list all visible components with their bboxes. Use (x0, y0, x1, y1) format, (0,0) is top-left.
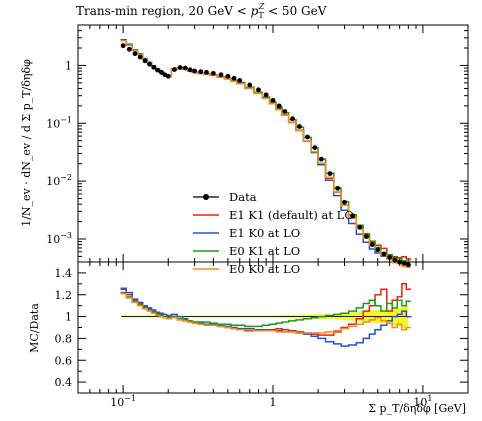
ratio-y-axis-label-group: MC/Data (28, 303, 41, 353)
data-point (401, 260, 407, 266)
legend: Data E1 K1 (default) at LO E1 K0 at LO E0 K… (193, 190, 354, 276)
data-point (392, 257, 398, 263)
data-point (126, 46, 132, 52)
legend-label: E1 K0 at LO (229, 226, 300, 240)
data-point (247, 82, 253, 88)
legend-label: Data (229, 190, 257, 204)
legend-label: E0 K0 at LO (229, 262, 300, 276)
data-point (256, 87, 261, 93)
data-point (204, 69, 209, 75)
data-point (137, 54, 143, 60)
data-point (290, 116, 295, 122)
data-point (225, 73, 231, 79)
ratio-line-e0-k0-at-lo (120, 292, 411, 334)
data-point (305, 134, 310, 140)
x-tick-label: 10−1 (110, 394, 136, 409)
legend-marker (203, 194, 209, 200)
data-point (312, 145, 318, 150)
data-point (270, 97, 276, 103)
data-point (342, 199, 347, 205)
data-point (210, 70, 216, 76)
data-point (357, 224, 363, 230)
data-point (397, 259, 403, 265)
data-point (192, 68, 198, 74)
data-point (165, 73, 171, 79)
data-point (172, 67, 177, 72)
legend-label: E1 K1 (default) at LO (229, 208, 354, 222)
data-point (405, 262, 411, 268)
main-y-axis-label-group: 1/N_ev · dN_ev / d Σ p_T/δηδφ (20, 59, 33, 227)
data-point (198, 69, 204, 75)
data-point (296, 124, 302, 129)
ratio-y-tick-label: 1.4 (55, 267, 73, 280)
data-point (158, 69, 164, 75)
data-point (276, 103, 282, 109)
data-point (350, 213, 356, 219)
ratio-y-axis-ticks: 0.4 0.6 0.8 1 1.2 1.4 (55, 261, 468, 394)
data-point (369, 242, 375, 247)
data-point (327, 171, 333, 176)
legend-label: E0 K1 at LO (229, 244, 300, 258)
data-point (177, 65, 183, 70)
data-point (375, 247, 381, 253)
x-tick-label: 1 (270, 396, 277, 409)
x-tick-label: 101 (413, 394, 432, 409)
main-y-tick-label: 1 (65, 59, 72, 72)
data-uncertainty-band (123, 305, 409, 330)
data-point (237, 78, 243, 83)
x-axis-ticks: 10−1 1 101 (77, 25, 469, 409)
data-point (120, 43, 126, 49)
data-point (387, 255, 393, 260)
uncertainty-band-area (123, 305, 409, 330)
data-point (147, 61, 152, 67)
ratio-y-tick-label: 0.6 (55, 354, 73, 367)
data-point (151, 64, 157, 70)
data-point (282, 109, 288, 114)
ratio-y-axis-label: MC/Data (28, 303, 41, 353)
data-point (155, 67, 161, 73)
ratio-line-e1-k0-at-lo (120, 288, 411, 347)
ratio-line-e1-k1-default-at-lo (120, 283, 411, 336)
ratio-y-tick-label: 1.2 (55, 289, 73, 302)
data-point (142, 58, 148, 64)
main-y-axis-label: 1/N_ev · dN_ev / d Σ p_T/δηδφ (20, 59, 33, 227)
data-point (318, 156, 324, 162)
data-point (132, 51, 138, 57)
ratio-y-tick-label: 0.8 (55, 332, 73, 345)
data-point (218, 72, 224, 78)
ratio-panel-series (120, 283, 411, 347)
ratio-y-tick-label: 0.4 (55, 376, 73, 389)
chart-title: Trans-min region, 20 GeV < pTZ < 50 GeV (76, 2, 327, 20)
data-point (335, 185, 341, 191)
data-point (182, 65, 188, 71)
ratio-line-e0-k1-at-lo (120, 291, 411, 328)
data-point (381, 251, 387, 257)
main-y-tick-label: 10−1 (46, 115, 72, 130)
data-point (364, 234, 369, 239)
main-y-axis-ticks: 10−3 10−2 10−1 1 (46, 24, 468, 263)
main-y-tick-label: 10−3 (46, 231, 72, 246)
data-point (231, 75, 237, 81)
x-axis-label: Σ p_T/δηδφ [GeV] (368, 402, 466, 415)
data-points (120, 43, 411, 268)
data-point (187, 67, 193, 73)
ratio-y-tick-label: 1 (65, 311, 72, 324)
data-point (263, 92, 269, 98)
main-y-tick-label: 10−2 (46, 173, 72, 188)
